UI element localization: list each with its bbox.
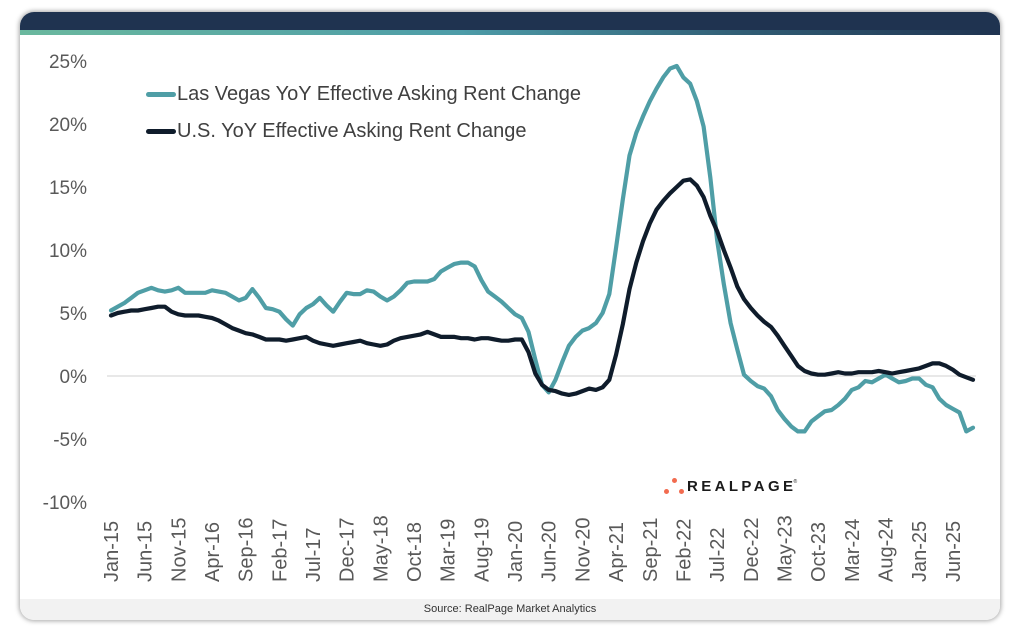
logo-dot [664, 489, 669, 494]
chart-legend: Las Vegas YoY Effective Asking Rent Chan… [146, 76, 581, 150]
x-tick-label: Jan-15 [101, 521, 123, 582]
series-line-us [108, 177, 976, 397]
legend-label-las-vegas: Las Vegas YoY Effective Asking Rent Chan… [177, 83, 582, 105]
logo-dot [679, 489, 684, 494]
y-tick-label: 15% [49, 178, 87, 199]
x-tick-label: Feb-17 [269, 519, 291, 582]
y-tick-label: 25% [49, 52, 87, 73]
logo-dot [672, 478, 677, 483]
x-tick-label: Jan-20 [505, 521, 527, 582]
x-tick-label: Apr-21 [606, 522, 628, 582]
x-tick-label: Mar-19 [438, 519, 460, 582]
legend-swatch-las-vegas [146, 92, 176, 97]
x-tick-label: May-23 [774, 515, 796, 582]
x-tick-label: Nov-20 [572, 518, 594, 582]
legend-swatch-us [146, 129, 176, 134]
registered-mark: ® [793, 479, 798, 485]
x-tick-label: Dec-22 [741, 518, 763, 582]
series-layer [108, 63, 976, 434]
x-tick-label: Nov-15 [168, 518, 190, 582]
x-tick-label: Jul-22 [707, 528, 729, 582]
x-tick-label: Apr-16 [202, 522, 224, 582]
card-header-bar [20, 12, 1000, 30]
card-accent-stripe [20, 30, 1000, 35]
x-tick-label: Aug-24 [875, 518, 897, 583]
x-tick-label: Sep-21 [640, 518, 662, 583]
legend-item-las-vegas: Las Vegas YoY Effective Asking Rent Chan… [146, 76, 581, 113]
realpage-logo: REALPAGE ® [662, 474, 797, 498]
x-tick-label: Aug-19 [471, 518, 493, 583]
x-tick-label: Dec-17 [337, 518, 359, 582]
legend-item-us: U.S. YoY Effective Asking Rent Change [146, 113, 581, 150]
x-tick-label: Oct-23 [808, 522, 830, 582]
realpage-wordmark: REALPAGE [687, 477, 797, 495]
x-tick-label: Oct-18 [404, 522, 426, 582]
x-tick-label: Jul-17 [303, 528, 325, 582]
y-tick-label: -5% [53, 430, 87, 451]
legend-label-us: U.S. YoY Effective Asking Rent Change [177, 120, 527, 142]
source-note: Source: RealPage Market Analytics [423, 603, 597, 615]
x-tick-label: Mar-24 [842, 519, 864, 582]
x-axis: Jan-15 Jun-15 Nov-15 Apr-16 Sep-16 Feb-17 Jul-… [101, 515, 965, 582]
realpage-dots-icon [662, 476, 686, 496]
x-tick-label: Jun-15 [135, 521, 157, 582]
x-tick-label: May-18 [370, 515, 392, 582]
x-tick-label: Jan-25 [909, 521, 931, 582]
y-tick-label: 20% [49, 115, 87, 136]
y-tick-label: -10% [43, 493, 87, 514]
x-tick-label: Feb-22 [673, 519, 695, 582]
y-tick-label: 5% [60, 304, 88, 325]
y-tick-label: 10% [49, 241, 87, 262]
y-axis: 25% 20% 15% 10% 5% 0% -5% -10% [43, 52, 87, 514]
y-tick-label: 0% [60, 367, 88, 388]
x-tick-label: Sep-16 [236, 518, 258, 583]
x-tick-label: Jun-25 [943, 521, 965, 582]
card-footer: Source: RealPage Market Analytics [20, 599, 1000, 620]
x-tick-label: Jun-20 [539, 521, 561, 582]
